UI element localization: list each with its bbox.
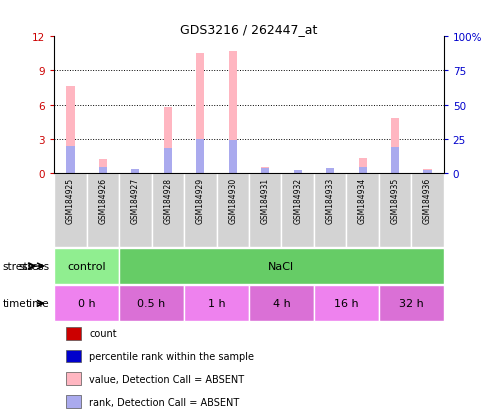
Bar xyxy=(99,167,107,173)
Bar xyxy=(249,173,282,248)
Text: rank, Detection Call = ABSENT: rank, Detection Call = ABSENT xyxy=(89,396,240,407)
Text: GSM184935: GSM184935 xyxy=(390,177,399,223)
Text: 4 h: 4 h xyxy=(273,299,290,309)
Bar xyxy=(249,286,314,321)
Bar xyxy=(379,173,411,248)
Text: GSM184934: GSM184934 xyxy=(358,177,367,223)
Bar xyxy=(196,54,204,173)
Bar xyxy=(54,249,119,284)
Bar xyxy=(119,286,184,321)
Title: GDS3216 / 262447_at: GDS3216 / 262447_at xyxy=(180,23,317,36)
Bar xyxy=(229,52,237,173)
Bar xyxy=(119,249,444,284)
Text: 16 h: 16 h xyxy=(334,299,358,309)
Bar xyxy=(261,169,269,173)
Bar xyxy=(184,286,249,321)
Text: control: control xyxy=(68,261,106,271)
Bar xyxy=(99,160,107,173)
Bar xyxy=(131,170,140,173)
Bar xyxy=(294,171,302,173)
Bar xyxy=(164,148,172,173)
Bar xyxy=(216,173,249,248)
Bar xyxy=(391,119,399,173)
Bar xyxy=(346,173,379,248)
Text: GSM184926: GSM184926 xyxy=(99,177,107,223)
Bar xyxy=(54,173,87,248)
Bar xyxy=(151,173,184,248)
Bar xyxy=(67,147,74,173)
Bar xyxy=(164,107,172,173)
Text: GSM184930: GSM184930 xyxy=(228,177,237,223)
Text: count: count xyxy=(89,328,117,339)
Bar xyxy=(411,173,444,248)
Bar xyxy=(229,141,237,173)
Bar xyxy=(131,169,140,173)
Text: NaCl: NaCl xyxy=(268,261,294,271)
Bar xyxy=(196,140,204,173)
Text: stress: stress xyxy=(2,261,34,271)
Text: value, Detection Call = ABSENT: value, Detection Call = ABSENT xyxy=(89,374,245,384)
Text: GSM184928: GSM184928 xyxy=(163,177,173,223)
Bar xyxy=(391,148,399,173)
Bar xyxy=(326,169,334,173)
Bar xyxy=(282,173,314,248)
Bar xyxy=(67,87,74,173)
Text: GSM184927: GSM184927 xyxy=(131,177,140,223)
Text: 1 h: 1 h xyxy=(208,299,225,309)
Bar xyxy=(423,171,431,173)
Bar xyxy=(294,171,302,173)
Bar xyxy=(379,286,444,321)
Text: GSM184933: GSM184933 xyxy=(325,177,335,223)
Text: stress: stress xyxy=(18,261,49,271)
Text: GSM184929: GSM184929 xyxy=(196,177,205,223)
Text: GSM184931: GSM184931 xyxy=(261,177,270,223)
Text: 0.5 h: 0.5 h xyxy=(138,299,166,309)
Bar xyxy=(314,173,346,248)
Bar xyxy=(66,350,81,363)
Text: time: time xyxy=(2,299,26,309)
Bar xyxy=(423,170,431,173)
Bar xyxy=(358,159,367,173)
Bar xyxy=(54,286,119,321)
Text: GSM184925: GSM184925 xyxy=(66,177,75,223)
Text: GSM184936: GSM184936 xyxy=(423,177,432,223)
Bar xyxy=(66,327,81,340)
Bar xyxy=(119,173,151,248)
Bar xyxy=(261,167,269,173)
Bar xyxy=(87,173,119,248)
Bar xyxy=(184,173,216,248)
Text: 0 h: 0 h xyxy=(78,299,96,309)
Text: GSM184932: GSM184932 xyxy=(293,177,302,223)
Text: 32 h: 32 h xyxy=(399,299,423,309)
Bar xyxy=(66,373,81,385)
Bar xyxy=(66,395,81,408)
Bar xyxy=(314,286,379,321)
Bar xyxy=(326,169,334,173)
Text: percentile rank within the sample: percentile rank within the sample xyxy=(89,351,254,361)
Text: time: time xyxy=(26,299,49,309)
Bar xyxy=(358,168,367,173)
